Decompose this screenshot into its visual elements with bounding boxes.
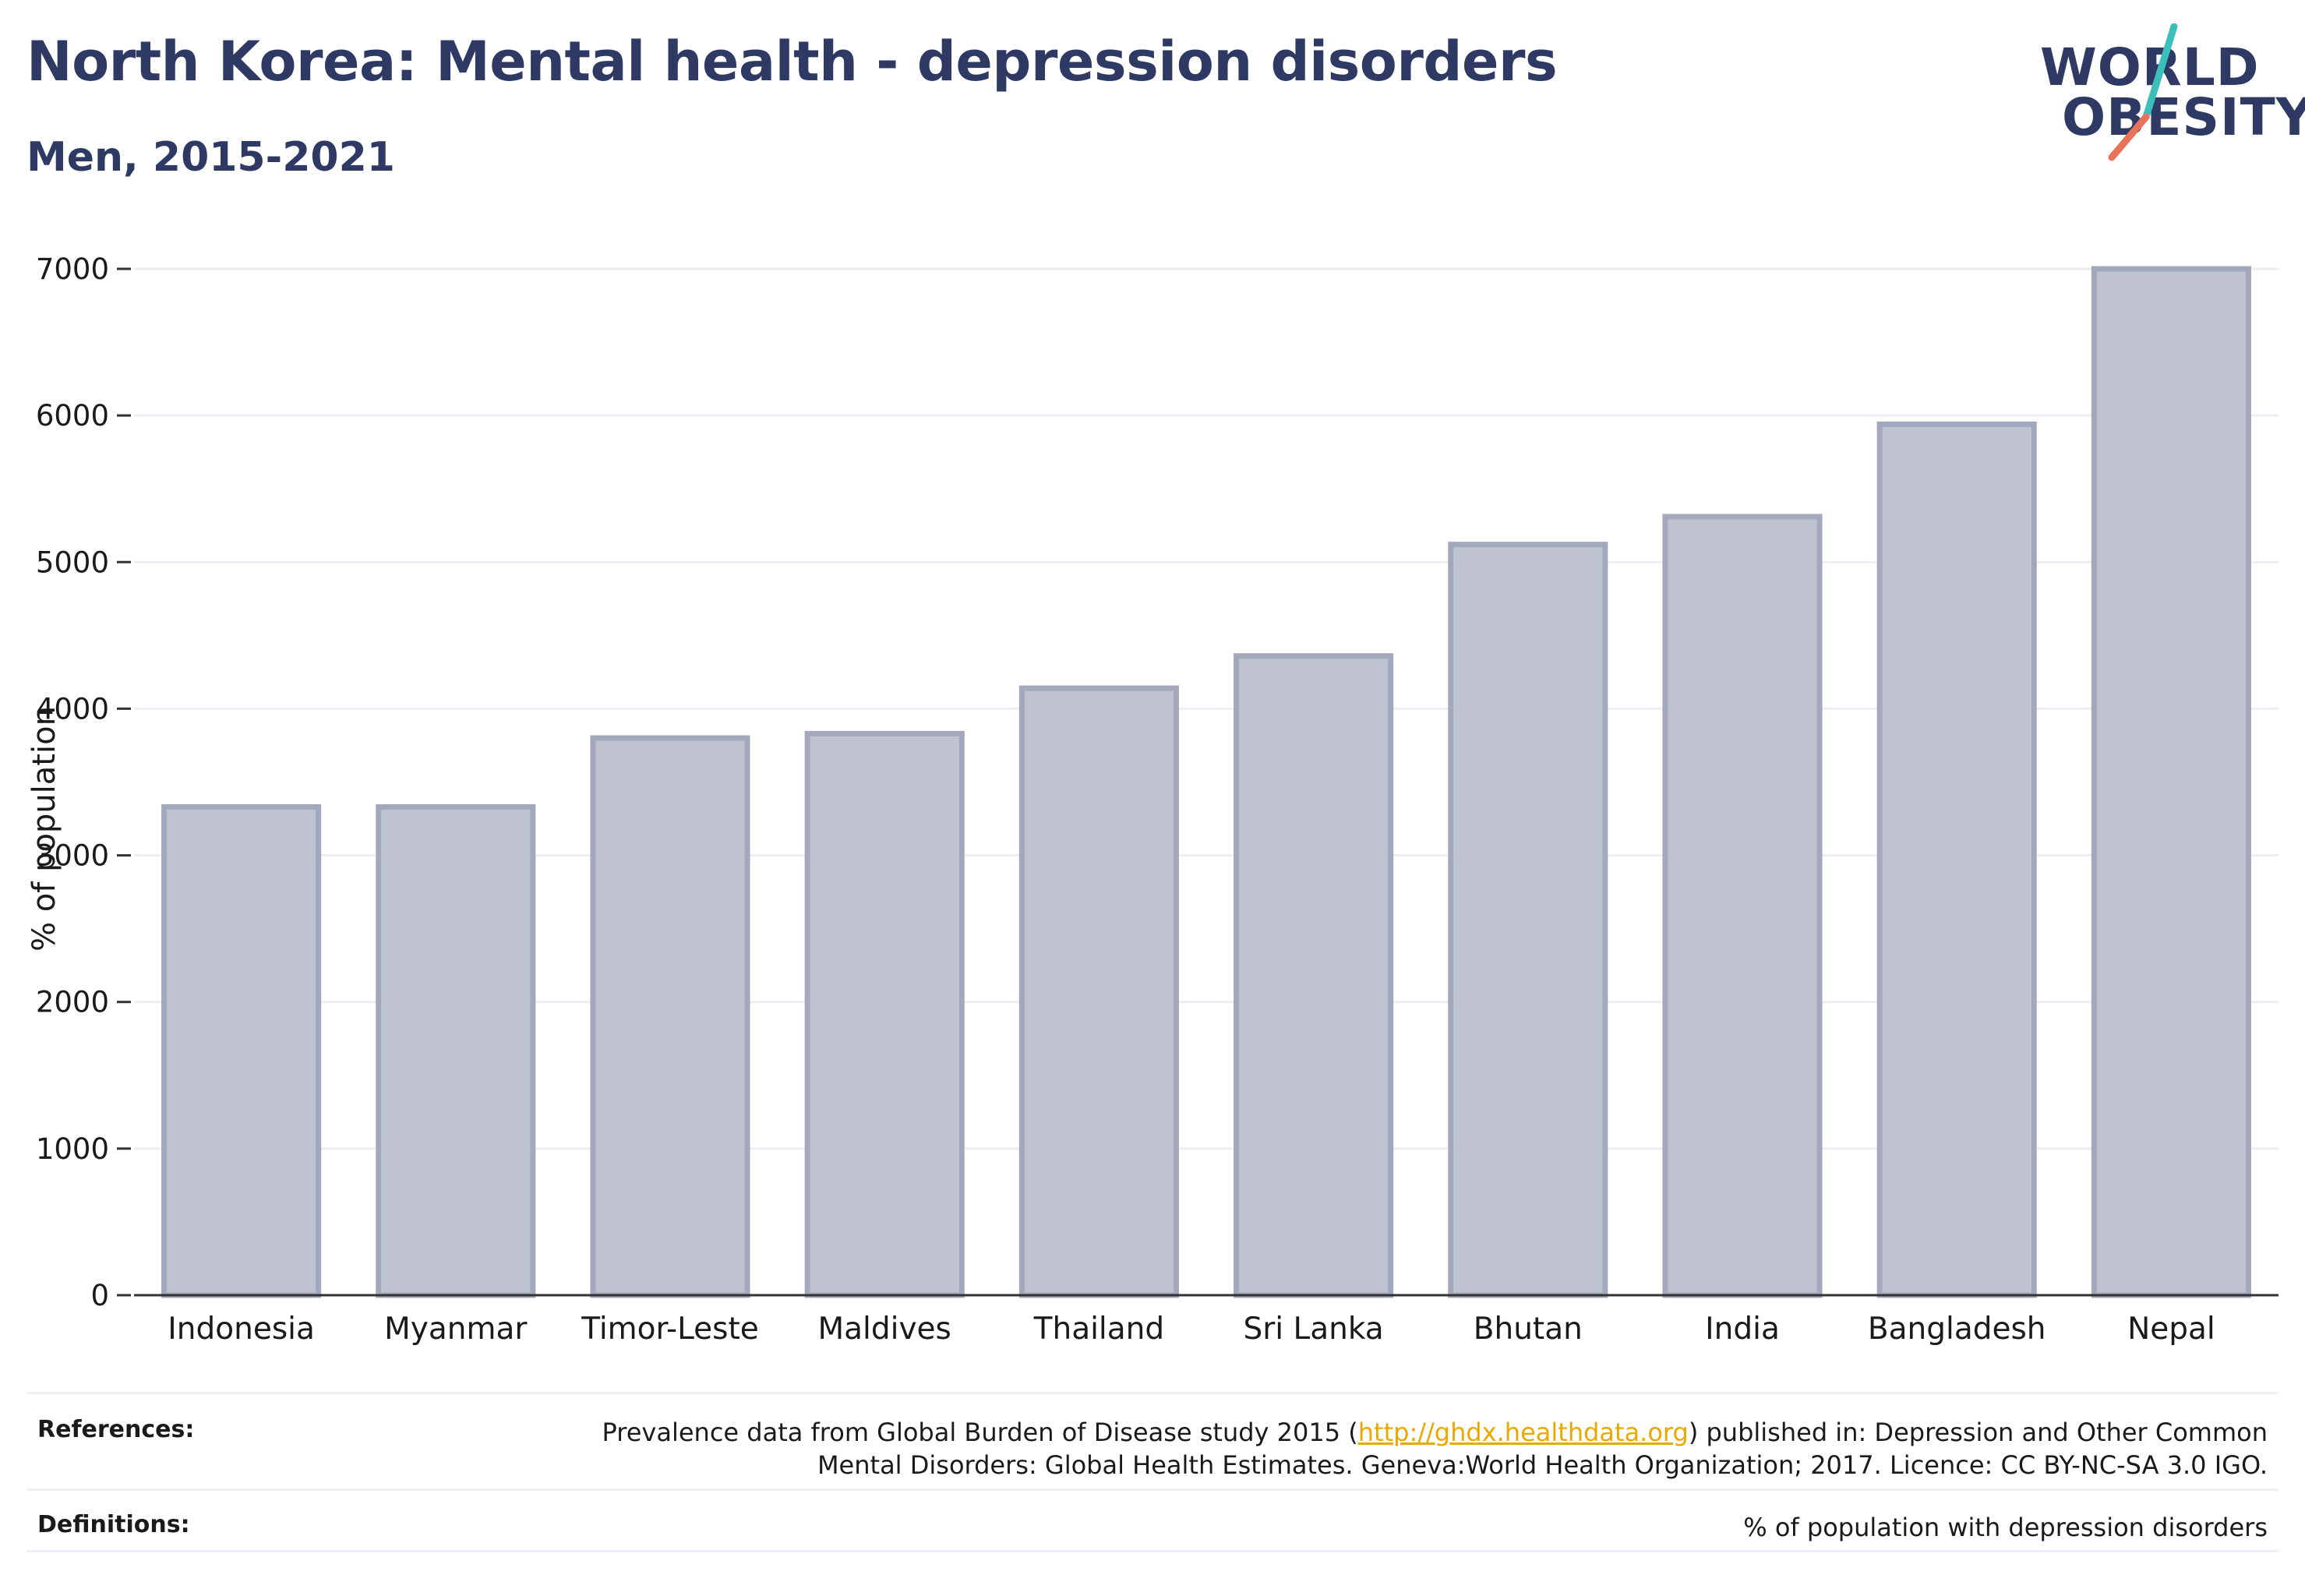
bar-chart: 0 1000 2000 3000 4000 5000 6000 7000 Indonesia M… <box>26 252 2279 1347</box>
bar-india[interactable] <box>1662 514 1823 1298</box>
x-tick-label: Indonesia <box>168 1312 315 1347</box>
x-tick-label: Thailand <box>1033 1312 1164 1347</box>
bar-maldives[interactable] <box>804 730 965 1298</box>
references-link[interactable]: http://ghdx.healthdata.org <box>1357 1418 1689 1447</box>
bar-nepal[interactable] <box>2091 266 2251 1298</box>
x-tick-label: Timor-Leste <box>581 1312 759 1347</box>
y-tick-label: 4000 <box>36 692 109 726</box>
y-tick-label: 1000 <box>36 1132 109 1166</box>
definitions-row: Definitions: % of population with depres… <box>26 1488 2279 1552</box>
bar-sri-lanka[interactable] <box>1234 653 1394 1298</box>
definitions-label: Definitions: <box>37 1511 190 1538</box>
x-tick-label: Myanmar <box>384 1312 528 1347</box>
y-tick-label: 7000 <box>36 252 109 286</box>
y-axis-ticks: 0 1000 2000 3000 4000 5000 6000 7000 <box>36 252 131 1312</box>
x-tick-label: India <box>1705 1312 1780 1347</box>
bar-bhutan[interactable] <box>1448 542 1608 1298</box>
logo-line-2: OBESITY <box>2062 87 2305 147</box>
y-axis-label: % of population <box>26 706 62 952</box>
references-line1-before: Prevalence data from Global Burden of Di… <box>602 1418 1358 1447</box>
definitions-text: % of population with depression disorder… <box>1743 1513 2268 1542</box>
x-tick-label: Bhutan <box>1474 1312 1583 1347</box>
references-label: References: <box>37 1416 195 1443</box>
references-line1-after: ) published in: Depression and Other Com… <box>1688 1418 2268 1447</box>
references-row: References: Prevalence data from Global … <box>26 1392 2279 1488</box>
references-text: Prevalence data from Global Burden of Di… <box>602 1416 2279 1488</box>
world-obesity-logo: WORLD OBESITY <box>2018 23 2305 171</box>
logo-slash-icon <box>2108 23 2178 161</box>
y-tick-label: 0 <box>90 1279 109 1312</box>
bar-timor-leste[interactable] <box>590 735 750 1298</box>
x-tick-label: Sri Lanka <box>1244 1312 1384 1347</box>
chart-title: North Korea: Mental health - depression … <box>26 30 1558 94</box>
references-line2: Mental Disorders: Global Health Estimate… <box>817 1450 2268 1480</box>
x-tick-label: Maldives <box>818 1312 951 1347</box>
bar-myanmar[interactable] <box>376 803 536 1298</box>
y-tick-label: 3000 <box>36 839 109 873</box>
logo-line-1: WORLD <box>2040 37 2260 97</box>
y-tick-label: 5000 <box>36 546 109 579</box>
bar-thailand[interactable] <box>1018 685 1179 1298</box>
x-tick-label: Nepal <box>2127 1312 2215 1347</box>
footer-notes: References: Prevalence data from Global … <box>26 1392 2279 1552</box>
y-tick-label: 2000 <box>36 986 109 1019</box>
y-tick-label: 6000 <box>36 399 109 433</box>
bars <box>161 266 2251 1298</box>
bar-bangladesh[interactable] <box>1876 421 2037 1298</box>
x-tick-label: Bangladesh <box>1868 1312 2046 1347</box>
x-axis-ticks: Indonesia Myanmar Timor-Leste Maldives Thail… <box>168 1312 2215 1347</box>
bar-indonesia[interactable] <box>161 803 322 1298</box>
chart-subtitle: Men, 2015-2021 <box>26 134 395 181</box>
